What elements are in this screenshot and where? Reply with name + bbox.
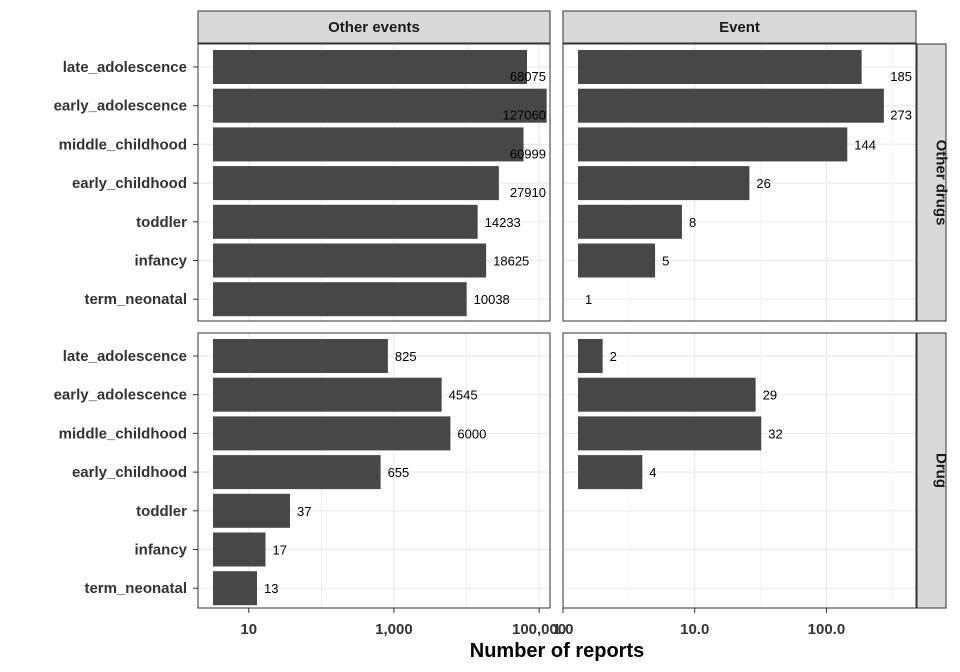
y-tick-label-early-childhood: early_childhood xyxy=(72,464,187,481)
data-label-late-adolescence: 825 xyxy=(395,349,417,364)
data-label-toddler: 37 xyxy=(297,504,311,519)
y-tick-label-toddler: toddler xyxy=(136,503,187,520)
x-tick-label-event-1-0: 1.0 xyxy=(553,621,574,638)
bar-early-childhood xyxy=(578,166,750,201)
data-label-middle-childhood: 60999 xyxy=(510,146,546,161)
y-tick-label-early-childhood: early_childhood xyxy=(72,175,187,192)
bar-early-childhood xyxy=(213,166,499,201)
bar-early-adolescence xyxy=(213,88,547,123)
bar-late-adolescence xyxy=(213,339,388,373)
data-label-late-adolescence: 2 xyxy=(610,349,617,364)
bar-infancy xyxy=(213,532,266,567)
bar-early-childhood xyxy=(578,455,643,490)
x-tick-label-other-events-100-000: 100,000 xyxy=(512,621,566,638)
bar-term-neonatal xyxy=(213,571,258,606)
data-label-middle-childhood: 32 xyxy=(768,426,782,441)
data-label-early-adolescence: 273 xyxy=(890,108,912,123)
bar-toddler xyxy=(578,204,682,239)
panel-drug-event xyxy=(562,332,917,609)
facet-strip-drug xyxy=(916,332,947,609)
y-tick-label-late-adolescence: late_adolescence xyxy=(63,348,187,365)
data-label-term-neonatal: 13 xyxy=(264,581,278,596)
bar-infancy xyxy=(578,243,656,278)
bar-early-adolescence xyxy=(578,377,756,412)
y-tick-label-early-adolescence: early_adolescence xyxy=(54,387,187,404)
facet-strip-other-drugs xyxy=(916,43,947,322)
panel-drug-other-events xyxy=(197,332,551,609)
bar-middle-childhood xyxy=(578,127,848,162)
panel-other-drugs-other-events xyxy=(197,43,551,322)
data-label-early-childhood: 27910 xyxy=(510,185,546,200)
data-label-early-adolescence: 4545 xyxy=(449,388,478,403)
data-label-infancy: 17 xyxy=(272,543,286,558)
panels-layer xyxy=(193,10,947,613)
x-axis-title: Number of reports xyxy=(470,640,644,662)
y-tick-label-toddler: toddler xyxy=(136,214,187,231)
facet-strip-label-other-events: Other events xyxy=(328,19,420,36)
data-label-infancy: 5 xyxy=(662,254,669,269)
data-label-early-childhood: 26 xyxy=(756,176,770,191)
facet-strip-label-drug: Drug xyxy=(933,453,950,488)
data-label-late-adolescence: 185 xyxy=(890,69,912,84)
x-tick-label-event-100-0: 100.0 xyxy=(808,621,846,638)
facet-strip-label-event: Event xyxy=(719,19,760,36)
bar-late-adolescence xyxy=(578,50,862,84)
y-tick-label-term-neonatal: term_neonatal xyxy=(84,580,187,597)
data-label-late-adolescence: 68075 xyxy=(510,69,546,84)
data-label-early-adolescence: 29 xyxy=(763,388,777,403)
y-tick-label-infancy: infancy xyxy=(134,253,187,270)
facet-strip-label-other-drugs: Other drugs xyxy=(933,140,950,226)
data-label-term-neonatal: 1 xyxy=(585,292,592,307)
facet-strip-event xyxy=(562,10,917,44)
bar-early-adolescence xyxy=(578,88,884,123)
y-tick-label-late-adolescence: late_adolescence xyxy=(63,59,187,76)
bar-late-adolescence xyxy=(213,50,527,84)
bar-infancy xyxy=(213,243,487,278)
data-label-term-neonatal: 10038 xyxy=(474,292,510,307)
bar-early-childhood xyxy=(213,455,381,490)
data-label-toddler: 8 xyxy=(689,215,696,230)
y-tick-label-term-neonatal: term_neonatal xyxy=(84,291,187,308)
data-label-infancy: 18625 xyxy=(493,254,529,269)
data-label-toddler: 14233 xyxy=(485,215,521,230)
bar-late-adolescence xyxy=(578,339,603,373)
bar-middle-childhood xyxy=(578,416,762,451)
data-label-middle-childhood: 144 xyxy=(854,137,876,152)
bar-middle-childhood xyxy=(213,127,524,162)
y-tick-label-early-adolescence: early_adolescence xyxy=(54,98,187,115)
data-label-early-childhood: 655 xyxy=(388,465,410,480)
y-tick-label-middle-childhood: middle_childhood xyxy=(59,425,187,442)
panel-other-drugs-event xyxy=(562,43,917,322)
bar-early-adolescence xyxy=(213,377,442,412)
y-tick-label-infancy: infancy xyxy=(134,542,187,559)
bar-toddler xyxy=(213,204,478,239)
x-tick-label-other-events-1-000: 1,000 xyxy=(375,621,413,638)
data-label-early-adolescence: 127060 xyxy=(503,108,546,123)
bar-toddler xyxy=(213,493,290,528)
y-tick-label-middle-childhood: middle_childhood xyxy=(59,136,187,153)
x-tick-label-other-events-10: 10 xyxy=(240,621,257,638)
bar-term-neonatal xyxy=(213,282,467,317)
data-label-middle-childhood: 6000 xyxy=(457,426,486,441)
bar-middle-childhood xyxy=(213,416,451,451)
data-label-early-childhood: 4 xyxy=(649,465,656,480)
x-tick-label-event-10-0: 10.0 xyxy=(680,621,709,638)
facet-strip-other-events xyxy=(197,10,551,44)
